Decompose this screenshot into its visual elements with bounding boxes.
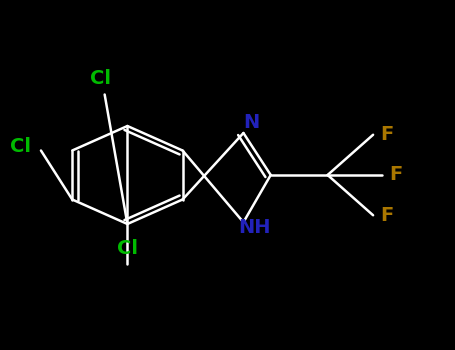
Text: Cl: Cl — [90, 69, 111, 88]
Text: F: F — [389, 166, 403, 184]
Text: Cl: Cl — [10, 138, 31, 156]
Text: NH: NH — [238, 218, 271, 237]
Text: F: F — [380, 125, 394, 144]
Text: Cl: Cl — [117, 239, 138, 258]
Text: N: N — [243, 113, 260, 132]
Text: F: F — [380, 206, 394, 225]
